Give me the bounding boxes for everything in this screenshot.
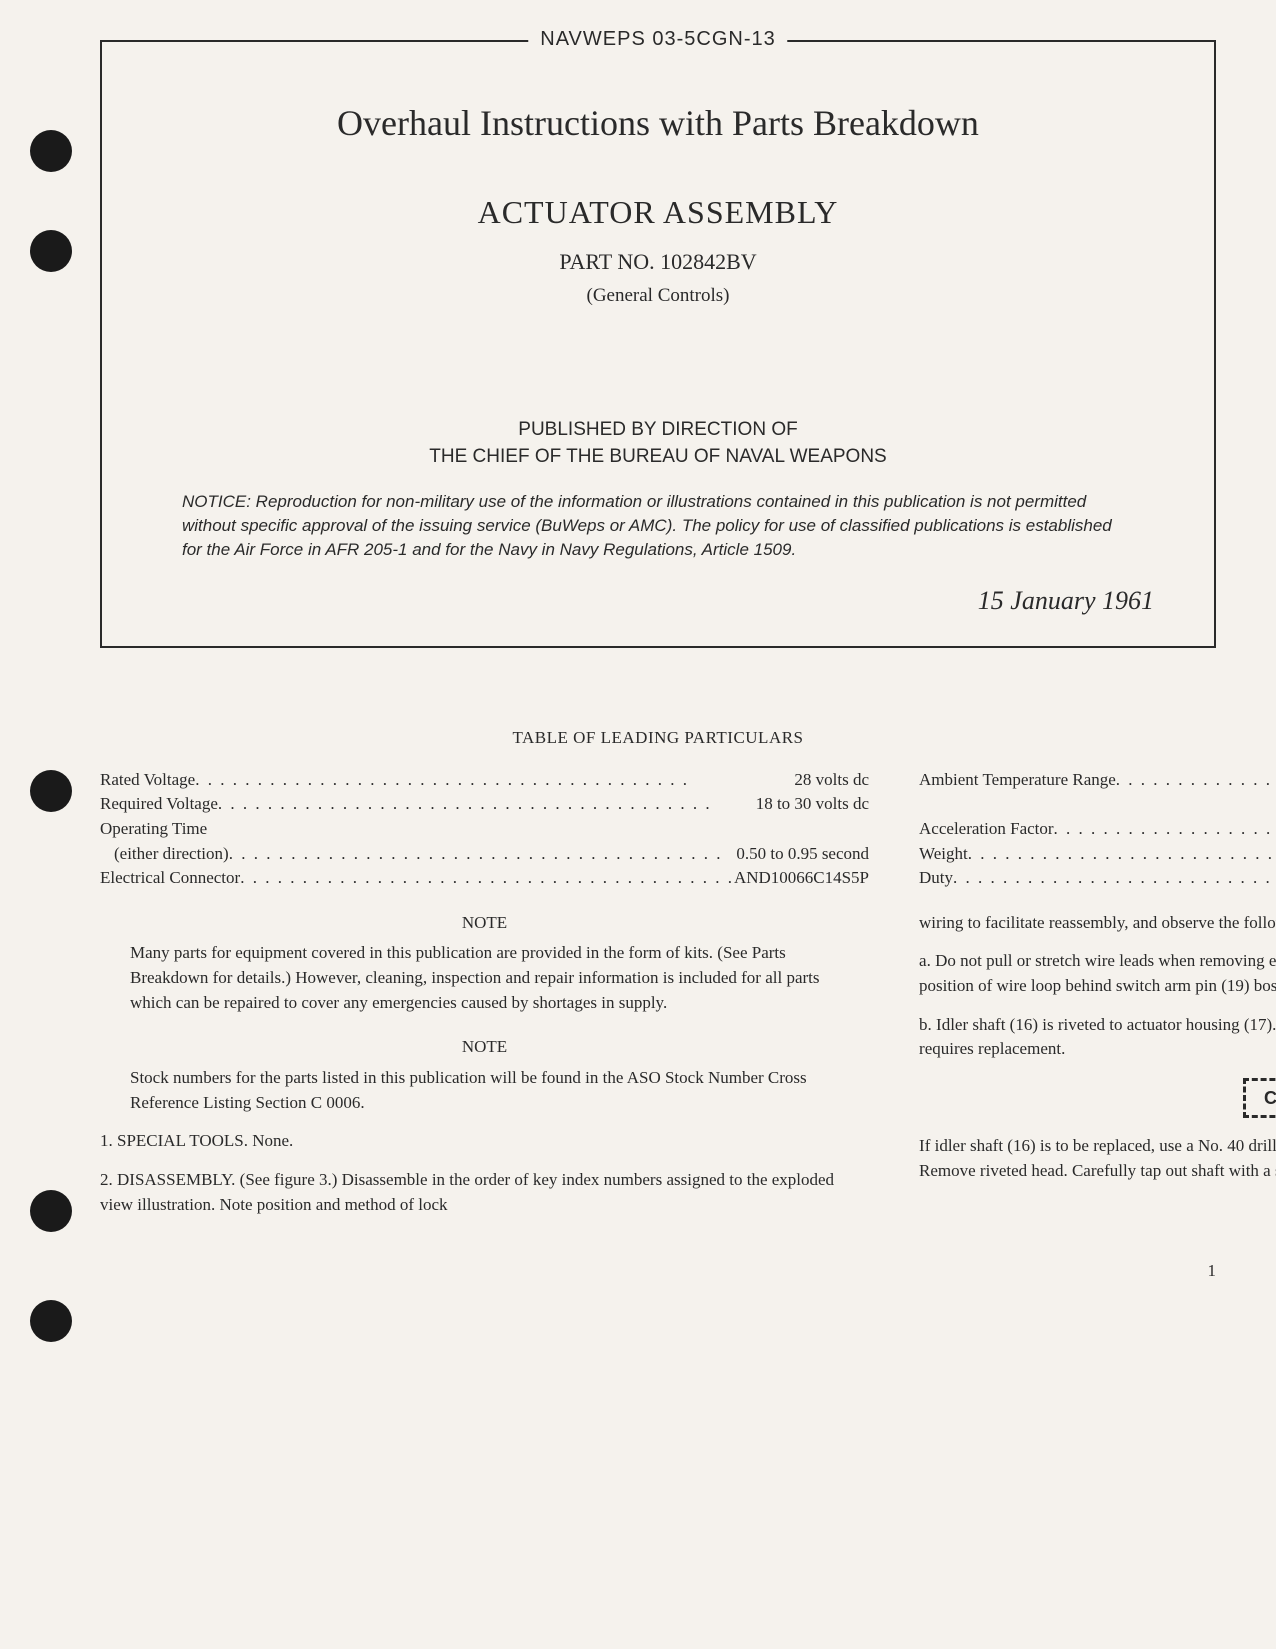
spec-dots: [1054, 817, 1276, 842]
disassembly-continuation: wiring to facilitate reassembly, and obs…: [919, 911, 1276, 936]
spec-dots: [218, 792, 756, 817]
spec-label: Electrical Connector: [100, 866, 240, 891]
publisher-line-1: PUBLISHED BY DIRECTION OF: [518, 419, 797, 440]
punch-hole: [30, 130, 72, 172]
spec-line: DutyIntermittent: [919, 866, 1276, 891]
spec-label: Rated Voltage: [100, 768, 195, 793]
publisher: PUBLISHED BY DIRECTION OF THE CHIEF OF T…: [152, 417, 1164, 470]
spec-value: 28 volts dc: [794, 768, 869, 793]
spec-value: AND10066C14S5P: [734, 866, 869, 891]
spec-label: Ambient Temperature Range: [919, 768, 1116, 793]
step-a: a. Do not pull or stretch wire leads whe…: [919, 949, 1276, 998]
spec-line: Weight21 oz (approx): [919, 842, 1276, 867]
caution-label: CAUTION: [1243, 1078, 1276, 1118]
note-heading: NOTE: [100, 911, 869, 936]
spec-line: Operating Time: [100, 817, 869, 842]
assembly-title: ACTUATOR ASSEMBLY: [152, 194, 1164, 231]
step-b: b. Idler shaft (16) is riveted to actuat…: [919, 1013, 1276, 1062]
spec-dots: [195, 768, 794, 793]
specs-right: Ambient Temperature Range-54°C (-65°F)to…: [919, 768, 1276, 891]
punch-hole: [30, 770, 72, 812]
spec-label: Weight: [919, 842, 968, 867]
spec-dots: [240, 866, 734, 891]
spec-label: Required Voltage: [100, 792, 218, 817]
part-number: PART NO. 102842BV: [152, 249, 1164, 275]
punch-hole: [30, 1190, 72, 1232]
specs-left: Rated Voltage28 volts dcRequired Voltage…: [100, 768, 869, 891]
spec-dots: [968, 842, 1276, 867]
spec-label: Duty: [919, 866, 953, 891]
main-title: Overhaul Instructions with Parts Breakdo…: [152, 102, 1164, 144]
spec-line: (either direction) 0.50 to 0.95 second: [100, 842, 869, 867]
spec-line: Rated Voltage 28 volts dc: [100, 768, 869, 793]
particulars-title: TABLE OF LEADING PARTICULARS: [100, 728, 1216, 748]
punch-hole: [30, 230, 72, 272]
reproduction-notice: NOTICE: Reproduction for non-military us…: [152, 490, 1164, 561]
content-columns: Rated Voltage28 volts dcRequired Voltage…: [100, 768, 1216, 1232]
publisher-line-2: THE CHIEF OF THE BUREAU OF NAVAL WEAPONS: [429, 446, 886, 467]
note-heading: NOTE: [100, 1035, 869, 1060]
spec-label: (either direction): [100, 842, 229, 867]
caution-text: If idler shaft (16) is to be replaced, u…: [919, 1134, 1276, 1183]
spec-dots: [229, 842, 737, 867]
note-1-text: Many parts for equipment covered in this…: [100, 941, 869, 1015]
spec-line: Acceleration Factor12 g: [919, 817, 1276, 842]
left-column: Rated Voltage28 volts dcRequired Voltage…: [100, 768, 869, 1232]
spec-line: Electrical Connector AND10066C14S5P: [100, 866, 869, 891]
note-2-text: Stock numbers for the parts listed in th…: [100, 1066, 869, 1115]
caution-wrap: CAUTION: [919, 1078, 1276, 1118]
spec-line: Required Voltage 18 to 30 volts dc: [100, 792, 869, 817]
document-number: NAVWEPS 03-5CGN-13: [528, 28, 787, 51]
title-box: NAVWEPS 03-5CGN-13 Overhaul Instructions…: [100, 40, 1216, 648]
spec-line: Ambient Temperature Range-54°C (-65°F): [919, 768, 1276, 793]
section-disassembly: 2. DISASSEMBLY. (See figure 3.) Disassem…: [100, 1168, 869, 1217]
spec-label: Acceleration Factor: [919, 817, 1054, 842]
spec-dots: [1116, 768, 1276, 793]
spec-label: Operating Time: [100, 817, 207, 842]
right-column: Ambient Temperature Range-54°C (-65°F)to…: [919, 768, 1276, 1232]
spec-value-continuation: to +71°C (+160°F): [919, 792, 1276, 817]
manufacturer: (General Controls): [152, 285, 1164, 307]
section-special-tools: 1. SPECIAL TOOLS. None.: [100, 1129, 869, 1154]
page-number: 1: [100, 1261, 1216, 1281]
publication-date: 15 January 1961: [152, 586, 1164, 616]
spec-value: 18 to 30 volts dc: [756, 792, 869, 817]
punch-hole: [30, 1300, 72, 1342]
spec-dots: [953, 866, 1276, 891]
spec-value: 0.50 to 0.95 second: [736, 842, 869, 867]
